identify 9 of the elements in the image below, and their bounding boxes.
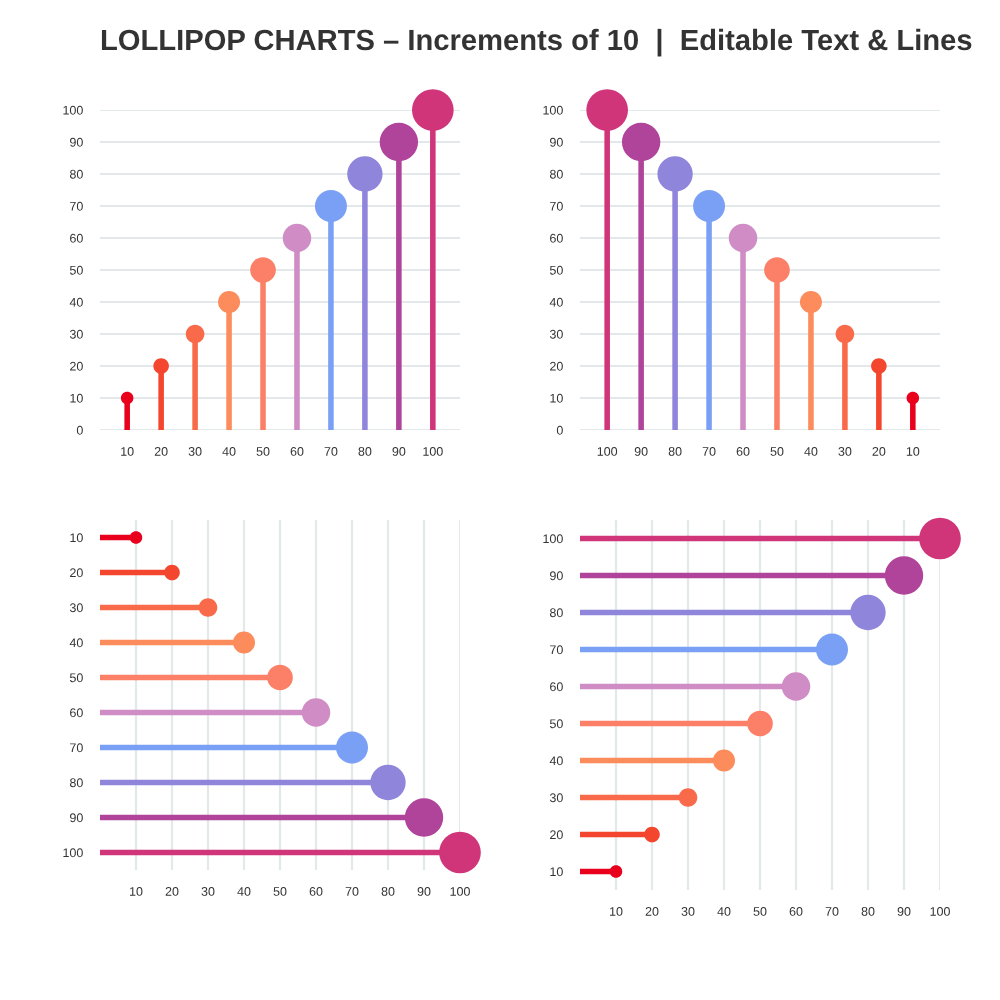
point <box>250 257 276 283</box>
point <box>301 698 331 727</box>
point <box>781 672 811 701</box>
point <box>728 223 758 253</box>
text: LOLLIPOP CHARTS – Increments of 10 | Editable Text & Lines <box>101 28 972 57</box>
point <box>282 223 312 253</box>
point <box>747 710 773 737</box>
point <box>267 664 293 691</box>
point <box>764 257 790 283</box>
